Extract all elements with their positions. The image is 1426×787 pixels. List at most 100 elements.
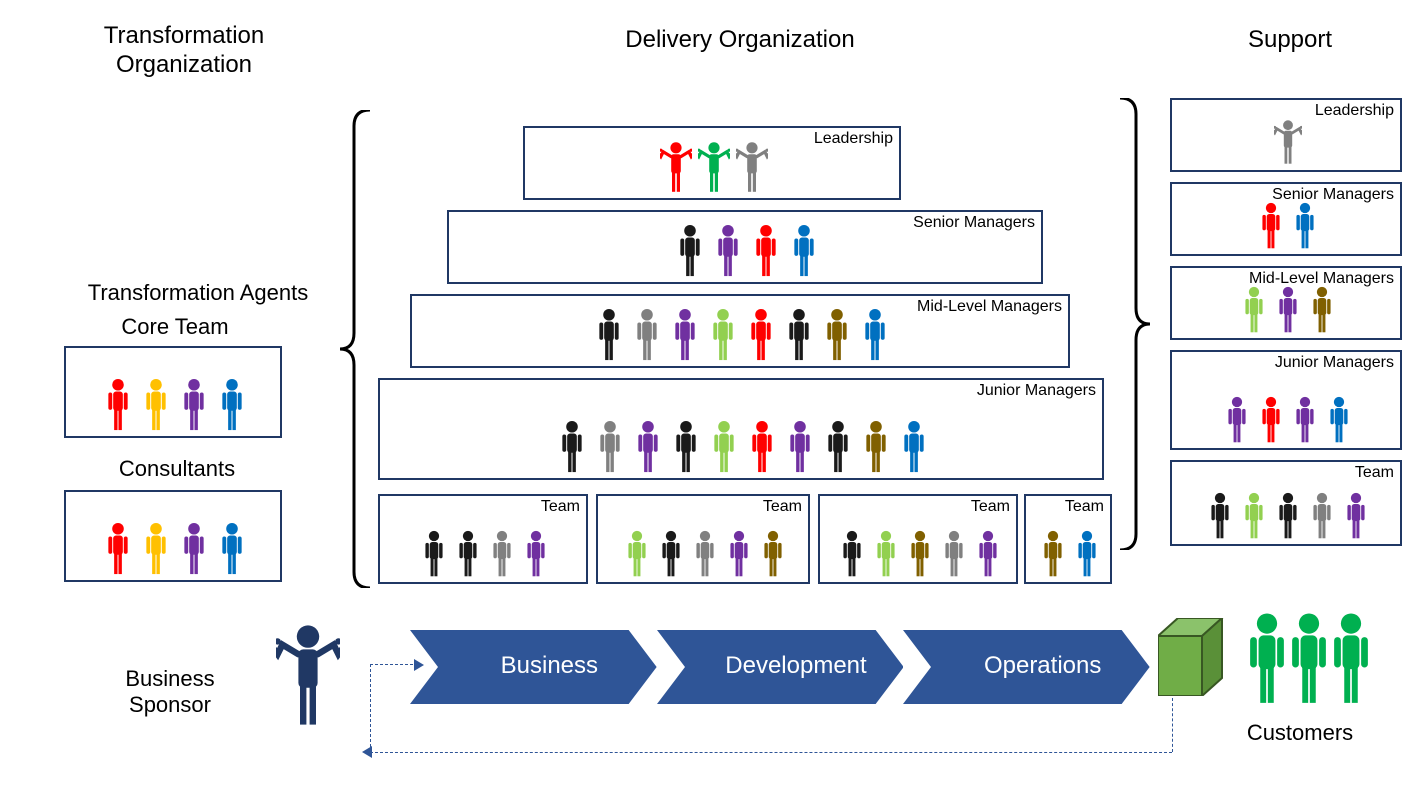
tier-box: Senior Managers	[447, 210, 1043, 284]
tier-box: Team	[1024, 494, 1112, 584]
tier-label: Team	[971, 498, 1010, 516]
person-icon	[623, 530, 651, 578]
person-icon	[216, 522, 248, 576]
person-icon	[670, 420, 702, 474]
people-row	[102, 522, 248, 576]
tier-box	[64, 490, 282, 582]
person-icon	[736, 140, 768, 194]
person-icon	[657, 530, 685, 578]
label-consultants: Consultants	[92, 456, 262, 482]
product-cube-icon	[1158, 618, 1228, 696]
chevron-label: Development	[701, 652, 892, 680]
person-icon	[821, 308, 853, 362]
person-icon	[822, 420, 854, 474]
customers-icon	[1240, 604, 1378, 714]
tier-label: Mid-Level Managers	[917, 298, 1062, 316]
person-icon	[746, 420, 778, 474]
tier-label: Junior Managers	[1275, 354, 1394, 372]
person-icon	[784, 420, 816, 474]
people-row	[593, 308, 891, 362]
person-icon	[556, 420, 588, 474]
person-icon	[631, 308, 663, 362]
label-core-team: Core Team	[100, 314, 250, 340]
person-icon	[1206, 492, 1234, 540]
person-icon	[140, 522, 172, 576]
tier-box: Team	[596, 494, 810, 584]
chevron-label: Operations	[947, 652, 1138, 680]
person-icon	[1240, 492, 1268, 540]
tier-label: Team	[1355, 464, 1394, 482]
person-icon	[1291, 202, 1319, 250]
people-row	[1274, 118, 1302, 166]
person-icon	[102, 378, 134, 432]
people-row	[838, 530, 1002, 578]
tier-label: Team	[1065, 498, 1104, 516]
person-icon	[698, 140, 730, 194]
person-icon	[178, 522, 210, 576]
person-icon	[1039, 530, 1067, 578]
tier-box: Leadership	[1170, 98, 1402, 172]
tier-box: Team	[1170, 460, 1402, 546]
person-icon	[1073, 530, 1101, 578]
person-icon	[674, 224, 706, 278]
tier-box: Senior Managers	[1170, 182, 1402, 256]
person-icon	[708, 420, 740, 474]
people-row	[623, 530, 787, 578]
tier-label: Team	[541, 498, 580, 516]
person-icon	[783, 308, 815, 362]
tier-box: Team	[818, 494, 1018, 584]
person-icon	[974, 530, 1002, 578]
person-icon	[593, 308, 625, 362]
person-icon	[906, 530, 934, 578]
person-icon	[759, 530, 787, 578]
people-row	[1257, 202, 1319, 250]
heading-support: Support	[1230, 26, 1350, 55]
tier-label: Team	[763, 498, 802, 516]
tier-label: Junior Managers	[977, 382, 1096, 400]
people-row	[1039, 530, 1101, 578]
person-icon	[1274, 286, 1302, 334]
person-icon	[632, 420, 664, 474]
person-icon	[1274, 492, 1302, 540]
person-icon	[1291, 396, 1319, 444]
heading-transformation: Transformation Organization	[64, 22, 304, 80]
bracket-left	[340, 110, 370, 588]
bracket-right	[1120, 98, 1150, 550]
label-customers: Customers	[1230, 720, 1370, 746]
person-icon	[669, 308, 701, 362]
person-icon	[838, 530, 866, 578]
person-icon	[488, 530, 516, 578]
person-icon	[216, 378, 248, 432]
tier-label: Leadership	[1315, 102, 1394, 120]
person-icon	[1257, 202, 1285, 250]
person-icon	[872, 530, 900, 578]
people-row	[674, 224, 820, 278]
person-icon	[691, 530, 719, 578]
tier-box: Mid-Level Managers	[410, 294, 1070, 368]
diagram-canvas: Transformation Organization Delivery Org…	[0, 0, 1426, 787]
tier-box	[64, 346, 282, 438]
person-icon	[594, 420, 626, 474]
person-icon	[1342, 492, 1370, 540]
person-icon	[660, 140, 692, 194]
chevron-label: Business	[454, 652, 645, 680]
tier-box: Junior Managers	[1170, 350, 1402, 450]
person-icon	[1308, 492, 1336, 540]
people-row	[420, 530, 550, 578]
tier-label: Leadership	[814, 130, 893, 148]
people-row	[556, 420, 930, 474]
person-icon	[859, 308, 891, 362]
person-icon	[707, 308, 739, 362]
heading-delivery: Delivery Organization	[560, 26, 920, 55]
person-icon	[522, 530, 550, 578]
person-icon	[178, 378, 210, 432]
tier-box: Mid-Level Managers	[1170, 266, 1402, 340]
person-icon	[140, 378, 172, 432]
person-icon	[750, 224, 782, 278]
label-agents: Transformation Agents	[48, 280, 348, 306]
person-icon	[745, 308, 777, 362]
person-icon	[420, 530, 448, 578]
people-row	[1223, 396, 1353, 444]
person-icon	[788, 224, 820, 278]
people-row	[660, 140, 768, 194]
